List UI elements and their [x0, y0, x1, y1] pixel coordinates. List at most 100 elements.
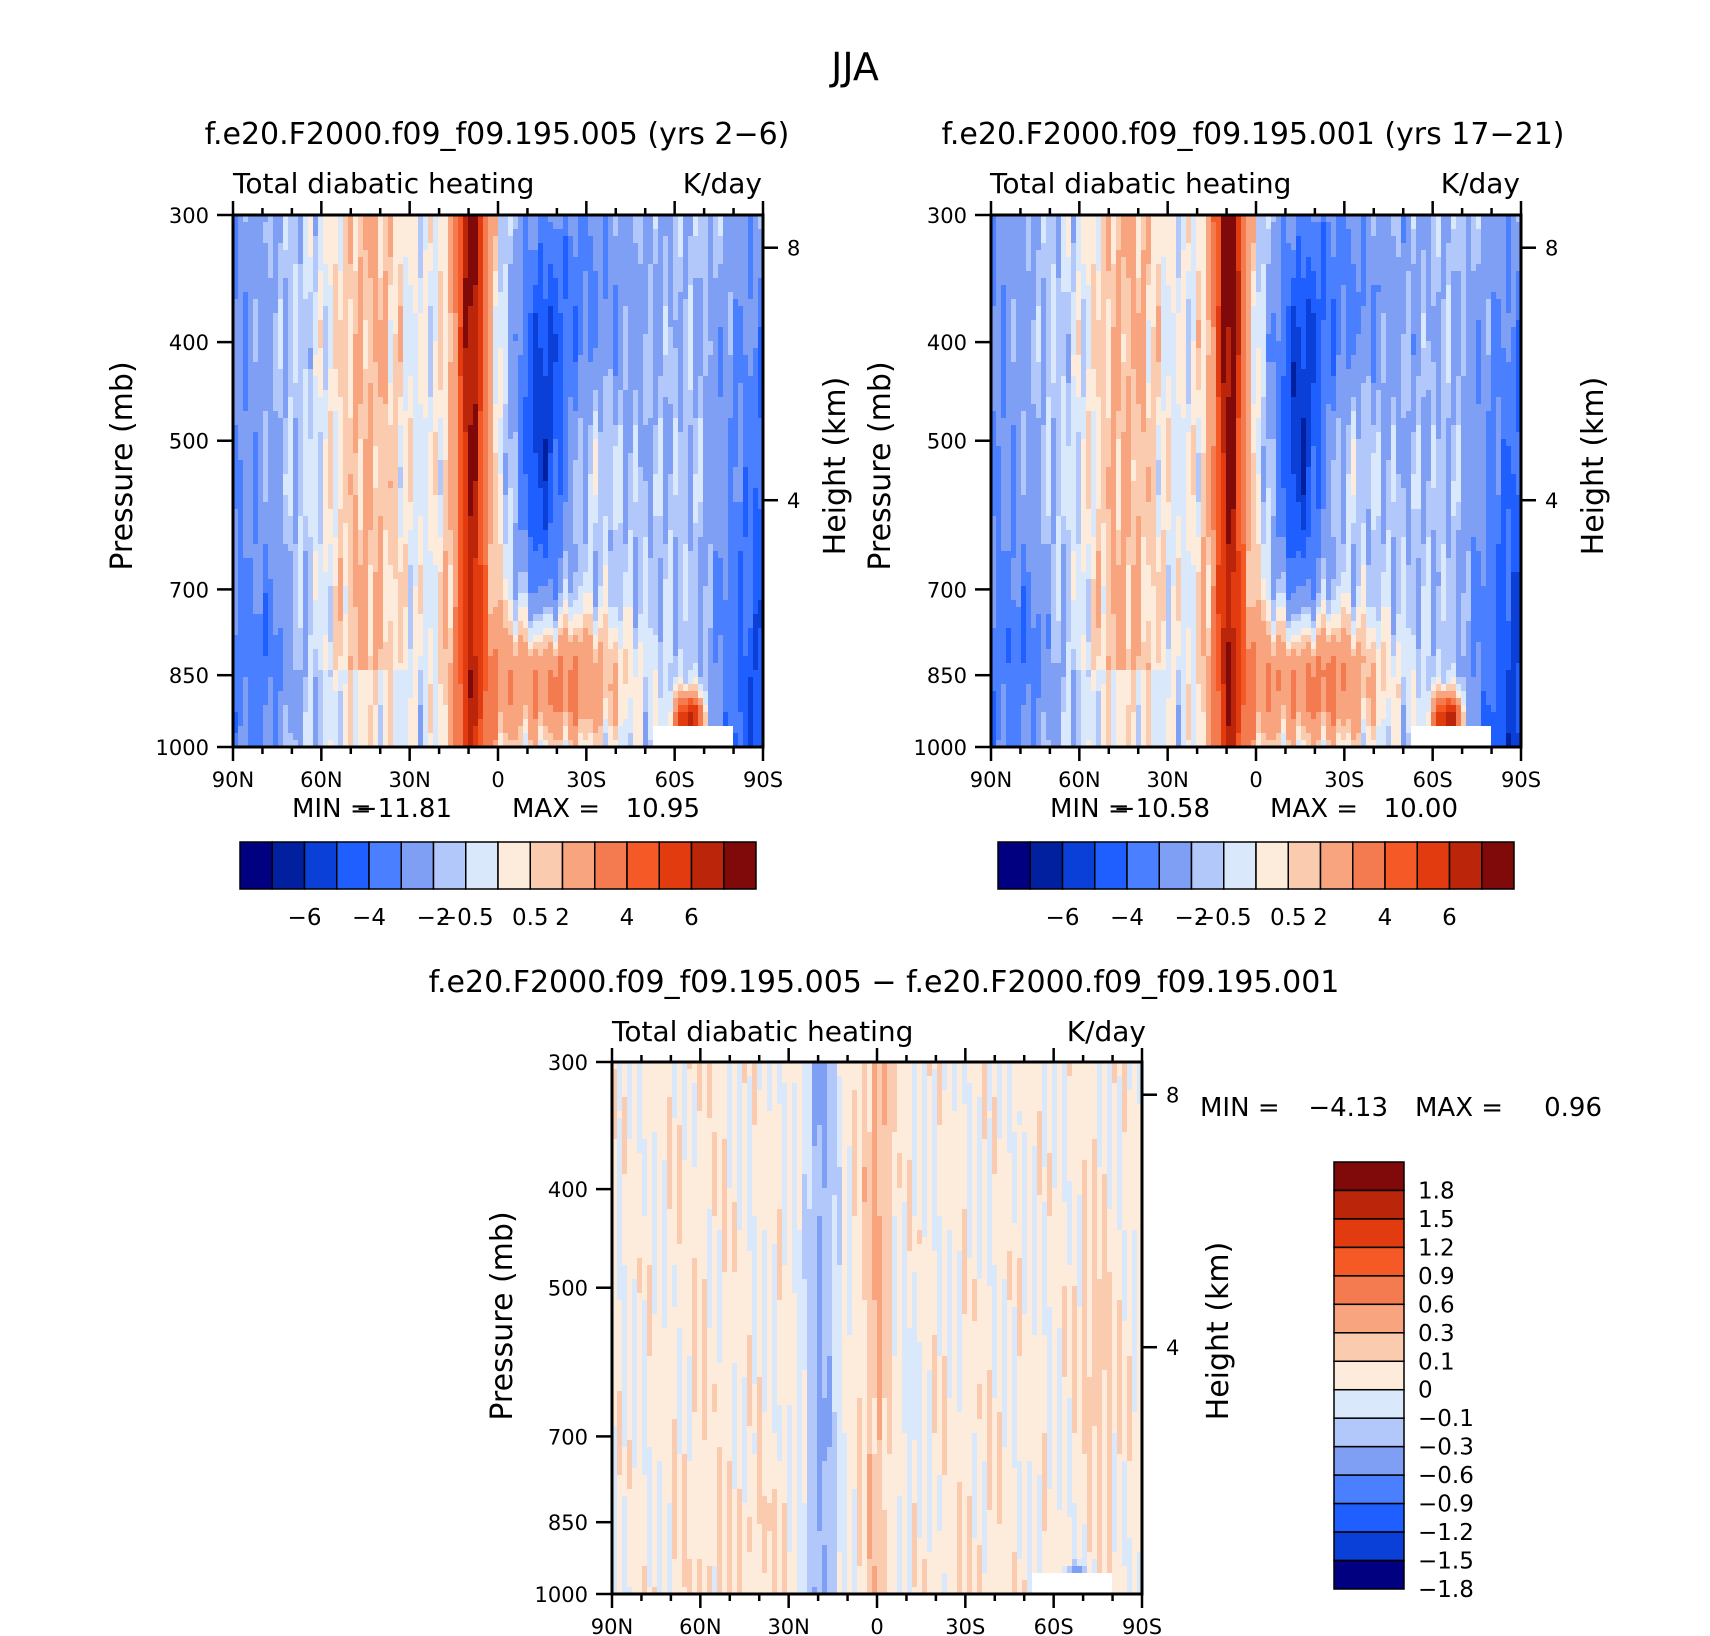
contour-cell [628, 348, 634, 356]
contour-cell [598, 523, 604, 531]
contour-cell [403, 537, 409, 545]
contour-cell [298, 502, 304, 510]
contour-cell [698, 523, 704, 531]
contour-cell [753, 362, 759, 370]
contour-cell [563, 362, 569, 370]
contour-cell [633, 355, 639, 363]
contour-cell [443, 334, 449, 342]
contour-cell [238, 306, 244, 314]
contour-cell [533, 334, 539, 342]
contour-cell [748, 390, 754, 398]
contour-cell [588, 229, 594, 237]
contour-cell [563, 348, 569, 356]
contour-cell [668, 516, 674, 524]
contour-cell [293, 474, 299, 482]
contour-cell [533, 439, 539, 447]
contour-cell [393, 369, 399, 377]
contour-cell [413, 516, 419, 524]
contour-cell [668, 264, 674, 272]
contour-cell [708, 362, 714, 370]
contour-cell [633, 376, 639, 384]
contour-cell [513, 460, 519, 468]
contour-cell [653, 250, 659, 258]
contour-cell [523, 488, 529, 496]
contour-cell [293, 453, 299, 461]
contour-cell [433, 376, 439, 384]
contour-cell [348, 236, 354, 244]
contour-cell [443, 446, 449, 454]
contour-cell [588, 285, 594, 293]
contour-cell [353, 495, 359, 503]
contour-cell [488, 229, 494, 237]
contour-cell [648, 481, 654, 489]
contour-cell [593, 530, 599, 538]
contour-cell [408, 271, 414, 279]
contour-cell [633, 278, 639, 286]
contour-cell [568, 523, 574, 531]
contour-cell [633, 250, 639, 258]
contour-cell [253, 453, 259, 461]
contour-cell [738, 439, 744, 447]
contour-cell [368, 320, 374, 328]
contour-cell [323, 418, 329, 426]
contour-cell [728, 397, 734, 405]
contour-cell [578, 495, 584, 503]
contour-cell [438, 446, 444, 454]
contour-cell [243, 495, 249, 503]
contour-cell [473, 341, 479, 349]
contour-cell [608, 341, 614, 349]
contour-cell [513, 341, 519, 349]
contour-cell [553, 236, 559, 244]
contour-cell [668, 439, 674, 447]
contour-cell [728, 537, 734, 545]
contour-cell [493, 229, 499, 237]
contour-cell [548, 243, 554, 251]
contour-cell [558, 404, 564, 412]
contour-cell [683, 404, 689, 412]
contour-cell [393, 362, 399, 370]
contour-cell [568, 411, 574, 419]
contour-cell [288, 390, 294, 398]
contour-cell [708, 383, 714, 391]
contour-cell [338, 334, 344, 342]
contour-cell [488, 264, 494, 272]
contour-cell [243, 341, 249, 349]
contour-cell [463, 537, 469, 545]
contour-cell [568, 474, 574, 482]
contour-cell [373, 418, 379, 426]
contour-cell [688, 460, 694, 468]
contour-cell [743, 369, 749, 377]
contour-cell [593, 348, 599, 356]
contour-cell [523, 425, 529, 433]
contour-cell [598, 439, 604, 447]
contour-cell [338, 495, 344, 503]
contour-cell [308, 481, 314, 489]
contour-cell [263, 537, 269, 545]
contour-cell [253, 222, 259, 230]
contour-cell [488, 474, 494, 482]
contour-cell [293, 467, 299, 475]
contour-cell [278, 271, 284, 279]
contour-cell [238, 432, 244, 440]
contour-cell [518, 320, 524, 328]
contour-cell [253, 460, 259, 468]
contour-cell [258, 383, 264, 391]
contour-cell [638, 285, 644, 293]
contour-cell [483, 222, 489, 230]
contour-cell [343, 425, 349, 433]
contour-cell [348, 299, 354, 307]
contour-cell [348, 327, 354, 335]
contour-cell [568, 236, 574, 244]
contour-cell [318, 236, 324, 244]
contour-cell [333, 509, 339, 517]
contour-cell [673, 355, 679, 363]
contour-cell [288, 313, 294, 321]
contour-cell [653, 411, 659, 419]
contour-cell [273, 467, 279, 475]
contour-cell [398, 495, 404, 503]
contour-cell [418, 250, 424, 258]
contour-cell [273, 390, 279, 398]
contour-cell [663, 488, 669, 496]
contour-cell [563, 383, 569, 391]
contour-cell [473, 285, 479, 293]
